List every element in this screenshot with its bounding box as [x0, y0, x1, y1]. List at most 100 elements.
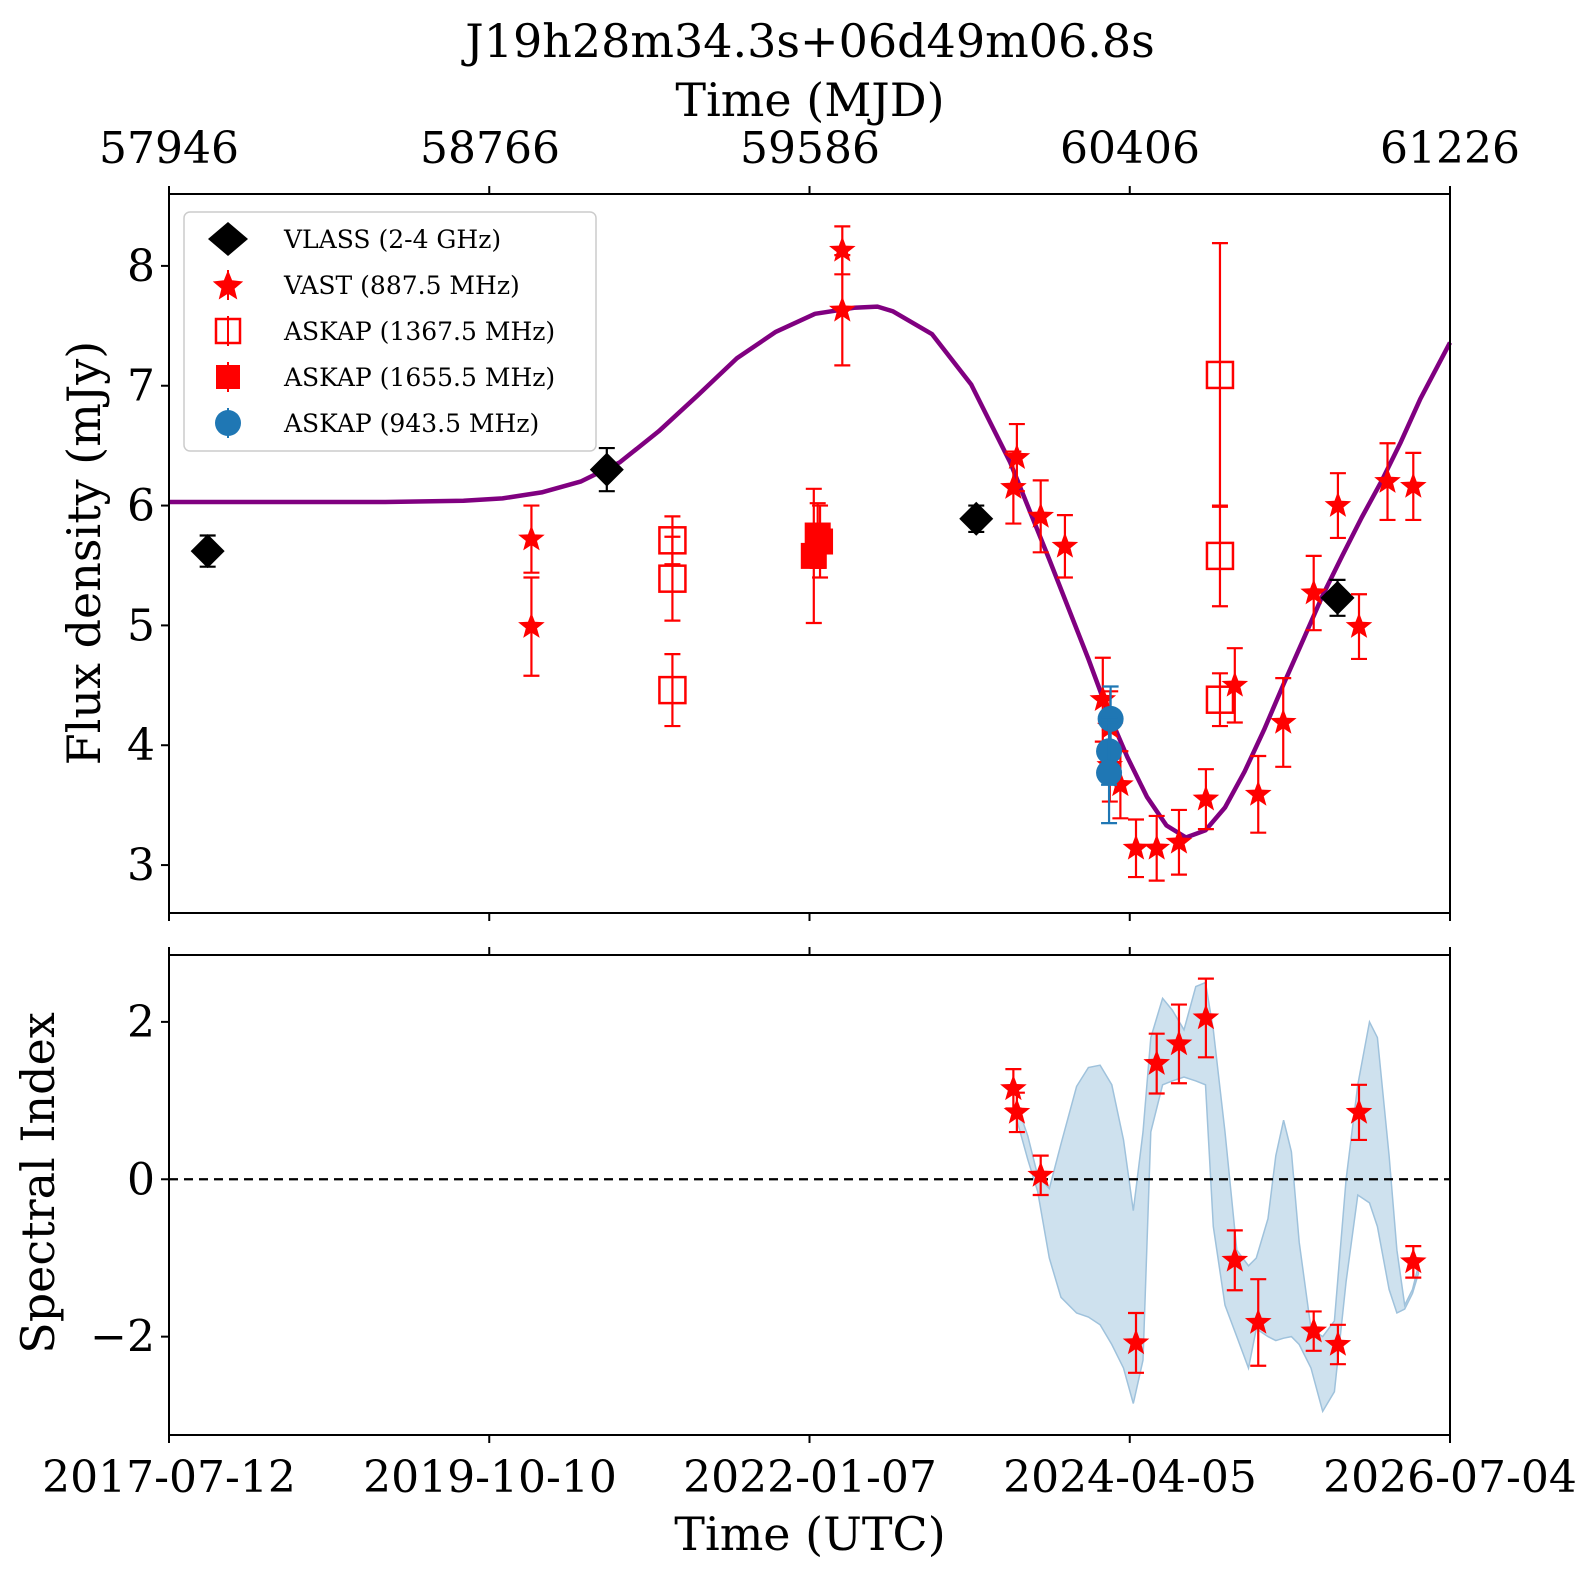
- bottom-tick-label: 2019-10-10: [363, 1452, 617, 1503]
- star-marker: [212, 270, 244, 300]
- spectral-plot-area: [169, 977, 1450, 1414]
- data-point: [190, 534, 225, 569]
- series-4: [1096, 685, 1124, 825]
- star-marker: [1000, 1074, 1027, 1101]
- data-point: [1143, 1032, 1170, 1095]
- legend-entry-vast: VAST (887.5 MHz): [212, 270, 520, 300]
- star-marker: [1221, 1246, 1249, 1272]
- star-marker: [518, 525, 545, 551]
- data-point: [658, 535, 687, 622]
- star-marker: [1269, 708, 1297, 734]
- data-point: [658, 653, 687, 728]
- star-marker: [1244, 1308, 1272, 1334]
- star-marker: [829, 236, 856, 262]
- star-marker: [518, 612, 545, 638]
- data-point: [1003, 1091, 1031, 1134]
- star-marker: [1122, 834, 1150, 860]
- top-tick-label: 58766: [420, 123, 560, 174]
- circle-marker: [1096, 759, 1123, 786]
- star-marker: [1051, 532, 1079, 558]
- bottom-tick-label: 2026-07-04: [1323, 1452, 1577, 1503]
- open-square-marker: [214, 317, 242, 345]
- data-point: [1165, 1003, 1193, 1085]
- data-point: [1374, 442, 1401, 522]
- flux-y-axis-label: Flux density (mJy): [57, 341, 111, 765]
- star-marker: [1165, 828, 1193, 854]
- data-point: [1345, 1083, 1373, 1142]
- data-point: [1221, 1229, 1249, 1292]
- star-marker: [1300, 1317, 1327, 1343]
- data-point: [1244, 1278, 1272, 1367]
- legend: VLASS (2-4 GHz) VAST (887.5 MHz) ASKAP (…: [183, 211, 597, 452]
- filled-square-marker: [807, 528, 834, 555]
- y-tick-label: 7: [127, 361, 155, 412]
- top-tick-label: 59586: [740, 123, 880, 174]
- star-marker: [1000, 473, 1027, 499]
- filled-square-marker: [216, 365, 240, 389]
- data-point: [1221, 647, 1249, 724]
- bottom-axis-label: Time (UTC): [674, 1507, 945, 1561]
- bottom-tick-label: 2024-04-05: [1003, 1452, 1257, 1503]
- data-point: [1122, 1311, 1150, 1374]
- star-marker: [1003, 443, 1031, 469]
- data-point: [1269, 677, 1297, 768]
- open-square-marker: [658, 564, 687, 593]
- data-point: [1324, 472, 1352, 540]
- data-point: [829, 254, 856, 367]
- chart-title: J19h28m34.3s+06d49m06.8s: [461, 14, 1154, 68]
- series-1: [518, 225, 1427, 882]
- data-point: [1300, 1310, 1327, 1352]
- star-marker: [1300, 579, 1327, 605]
- data-point: [1244, 754, 1272, 834]
- top-tick-label: 57946: [99, 123, 239, 174]
- series-3: [800, 487, 834, 625]
- circle-marker: [1097, 705, 1124, 732]
- legend-entry-askap-1655: ASKAP (1655.5 MHz): [216, 362, 555, 392]
- bottom-tick-label: 2017-07-12: [42, 1452, 296, 1503]
- bottom-axis-ticks: 2017-07-12 2019-10-10 2022-01-07 2024-04…: [42, 1452, 1577, 1503]
- legend-label: ASKAP (1655.5 MHz): [283, 363, 555, 392]
- data-point: [1027, 1154, 1054, 1197]
- star-marker: [1345, 612, 1373, 638]
- flux-panel: Flux density (mJy) 3 4 5 6 7 8 VLASS (2-4 GHz…: [57, 186, 1452, 921]
- star-marker: [1324, 491, 1352, 517]
- data-point: [1003, 422, 1031, 493]
- y-tick-label: 6: [127, 481, 155, 532]
- star-marker: [1003, 1098, 1031, 1124]
- data-point: [1400, 451, 1427, 522]
- legend-label: ASKAP (943.5 MHz): [283, 409, 539, 438]
- flux-plot-area: [169, 225, 1452, 882]
- data-point: [1300, 554, 1327, 632]
- star-marker: [1089, 685, 1117, 711]
- diamond-marker: [589, 452, 624, 487]
- data-point: [1096, 721, 1123, 825]
- data-point: [1165, 808, 1193, 876]
- data-point: [1192, 768, 1220, 831]
- y-tick-label: 8: [127, 241, 155, 292]
- legend-label: ASKAP (1367.5 MHz): [283, 317, 555, 346]
- spectral-index-panel: Spectral Index −2 0 2: [11, 947, 1451, 1443]
- legend-entry-vlass: VLASS (2-4 GHz): [208, 222, 501, 256]
- legend-label: VLASS (2-4 GHz): [283, 225, 501, 254]
- spectral-x-ticks: [168, 947, 1451, 1443]
- star-marker: [1221, 671, 1249, 697]
- data-point: [1320, 578, 1355, 617]
- star-marker: [1374, 467, 1401, 493]
- star-marker: [1192, 1004, 1220, 1030]
- data-point: [959, 501, 994, 536]
- y-tick-label: −2: [90, 1312, 155, 1363]
- data-point: [518, 576, 545, 677]
- star-marker: [1165, 1029, 1193, 1056]
- y-tick-label: 2: [127, 997, 155, 1048]
- star-marker: [1192, 785, 1220, 811]
- star-marker: [1345, 1098, 1373, 1124]
- data-point: [589, 446, 624, 493]
- series-0: [1000, 977, 1427, 1374]
- series-2: [658, 242, 1235, 728]
- data-point: [1345, 593, 1373, 661]
- data-point: [1205, 504, 1235, 608]
- y-tick-label: 4: [127, 720, 155, 771]
- data-point: [800, 487, 827, 625]
- legend-box: [183, 211, 597, 452]
